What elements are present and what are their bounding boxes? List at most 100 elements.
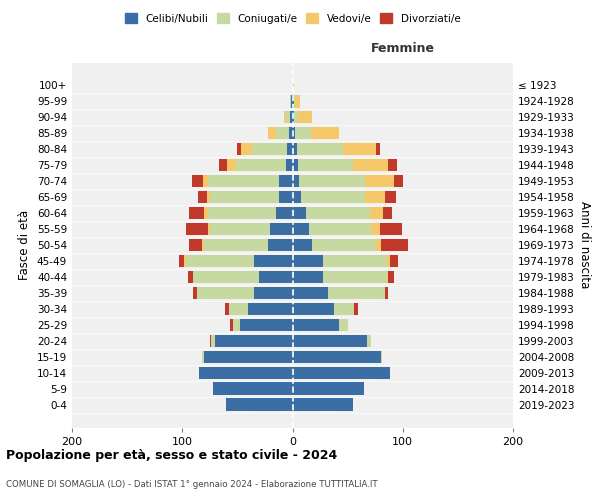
- Text: Femmine: Femmine: [371, 42, 435, 55]
- Bar: [293, 270, 323, 283]
- Bar: [188, 270, 193, 283]
- Bar: [297, 143, 343, 156]
- Bar: [208, 223, 210, 235]
- Bar: [293, 318, 339, 331]
- Bar: [292, 95, 293, 108]
- Bar: [218, 159, 227, 172]
- Bar: [233, 318, 239, 331]
- Bar: [343, 143, 376, 156]
- Bar: [193, 270, 259, 283]
- Bar: [293, 366, 389, 379]
- Bar: [208, 207, 276, 220]
- Bar: [328, 286, 385, 299]
- Bar: [206, 191, 210, 203]
- Bar: [227, 159, 236, 172]
- Bar: [313, 239, 376, 251]
- Bar: [295, 127, 311, 140]
- Bar: [254, 254, 293, 267]
- Bar: [225, 302, 229, 315]
- Bar: [293, 334, 367, 347]
- Legend: Celibi/Nubili, Coniugati/e, Vedovi/e, Divorziati/e: Celibi/Nubili, Coniugati/e, Vedovi/e, Di…: [121, 10, 464, 28]
- Bar: [192, 175, 203, 188]
- Bar: [298, 111, 313, 124]
- Bar: [215, 334, 293, 347]
- Bar: [293, 191, 301, 203]
- Bar: [236, 159, 286, 172]
- Bar: [254, 286, 293, 299]
- Bar: [367, 334, 371, 347]
- Bar: [353, 159, 388, 172]
- Bar: [229, 302, 248, 315]
- Bar: [286, 111, 290, 124]
- Bar: [204, 207, 208, 220]
- Bar: [252, 143, 287, 156]
- Bar: [185, 254, 254, 267]
- Bar: [293, 111, 298, 124]
- Bar: [323, 270, 388, 283]
- Bar: [239, 318, 293, 331]
- Bar: [293, 223, 309, 235]
- Y-axis label: Fasce di età: Fasce di età: [19, 210, 31, 280]
- Bar: [293, 95, 295, 108]
- Bar: [293, 175, 299, 188]
- Bar: [293, 159, 298, 172]
- Bar: [293, 127, 295, 140]
- Bar: [376, 239, 381, 251]
- Bar: [293, 286, 328, 299]
- Bar: [385, 191, 396, 203]
- Bar: [323, 254, 388, 267]
- Bar: [293, 398, 353, 411]
- Bar: [293, 350, 381, 363]
- Bar: [293, 382, 364, 395]
- Bar: [309, 223, 371, 235]
- Y-axis label: Anni di nascita: Anni di nascita: [578, 202, 591, 288]
- Bar: [189, 239, 202, 251]
- Bar: [259, 270, 293, 283]
- Bar: [202, 239, 204, 251]
- Bar: [279, 191, 293, 203]
- Bar: [226, 398, 293, 411]
- Bar: [204, 239, 268, 251]
- Bar: [248, 302, 293, 315]
- Bar: [271, 223, 293, 235]
- Bar: [311, 127, 339, 140]
- Bar: [284, 111, 286, 124]
- Bar: [293, 207, 306, 220]
- Bar: [286, 159, 293, 172]
- Bar: [197, 286, 254, 299]
- Bar: [210, 223, 271, 235]
- Bar: [279, 175, 293, 188]
- Bar: [268, 239, 293, 251]
- Bar: [199, 366, 293, 379]
- Bar: [334, 302, 354, 315]
- Bar: [306, 207, 370, 220]
- Bar: [383, 207, 392, 220]
- Bar: [210, 191, 279, 203]
- Bar: [287, 143, 293, 156]
- Bar: [388, 270, 394, 283]
- Bar: [293, 302, 334, 315]
- Bar: [371, 223, 380, 235]
- Text: COMUNE DI SOMAGLIA (LO) - Dati ISTAT 1° gennaio 2024 - Elaborazione TUTTITALIA.I: COMUNE DI SOMAGLIA (LO) - Dati ISTAT 1° …: [6, 480, 377, 489]
- Bar: [290, 95, 292, 108]
- Bar: [301, 191, 365, 203]
- Bar: [241, 143, 252, 156]
- Text: Popolazione per età, sesso e stato civile - 2024: Popolazione per età, sesso e stato civil…: [6, 450, 337, 462]
- Bar: [189, 207, 204, 220]
- Bar: [293, 239, 313, 251]
- Bar: [385, 286, 388, 299]
- Bar: [230, 318, 233, 331]
- Bar: [211, 334, 215, 347]
- Bar: [293, 254, 323, 267]
- Bar: [184, 254, 185, 267]
- Bar: [381, 350, 382, 363]
- Bar: [293, 143, 297, 156]
- Bar: [394, 175, 403, 188]
- Bar: [276, 127, 289, 140]
- Bar: [193, 286, 197, 299]
- Bar: [339, 318, 347, 331]
- Bar: [203, 175, 208, 188]
- Bar: [376, 143, 380, 156]
- Bar: [208, 175, 279, 188]
- Bar: [381, 239, 408, 251]
